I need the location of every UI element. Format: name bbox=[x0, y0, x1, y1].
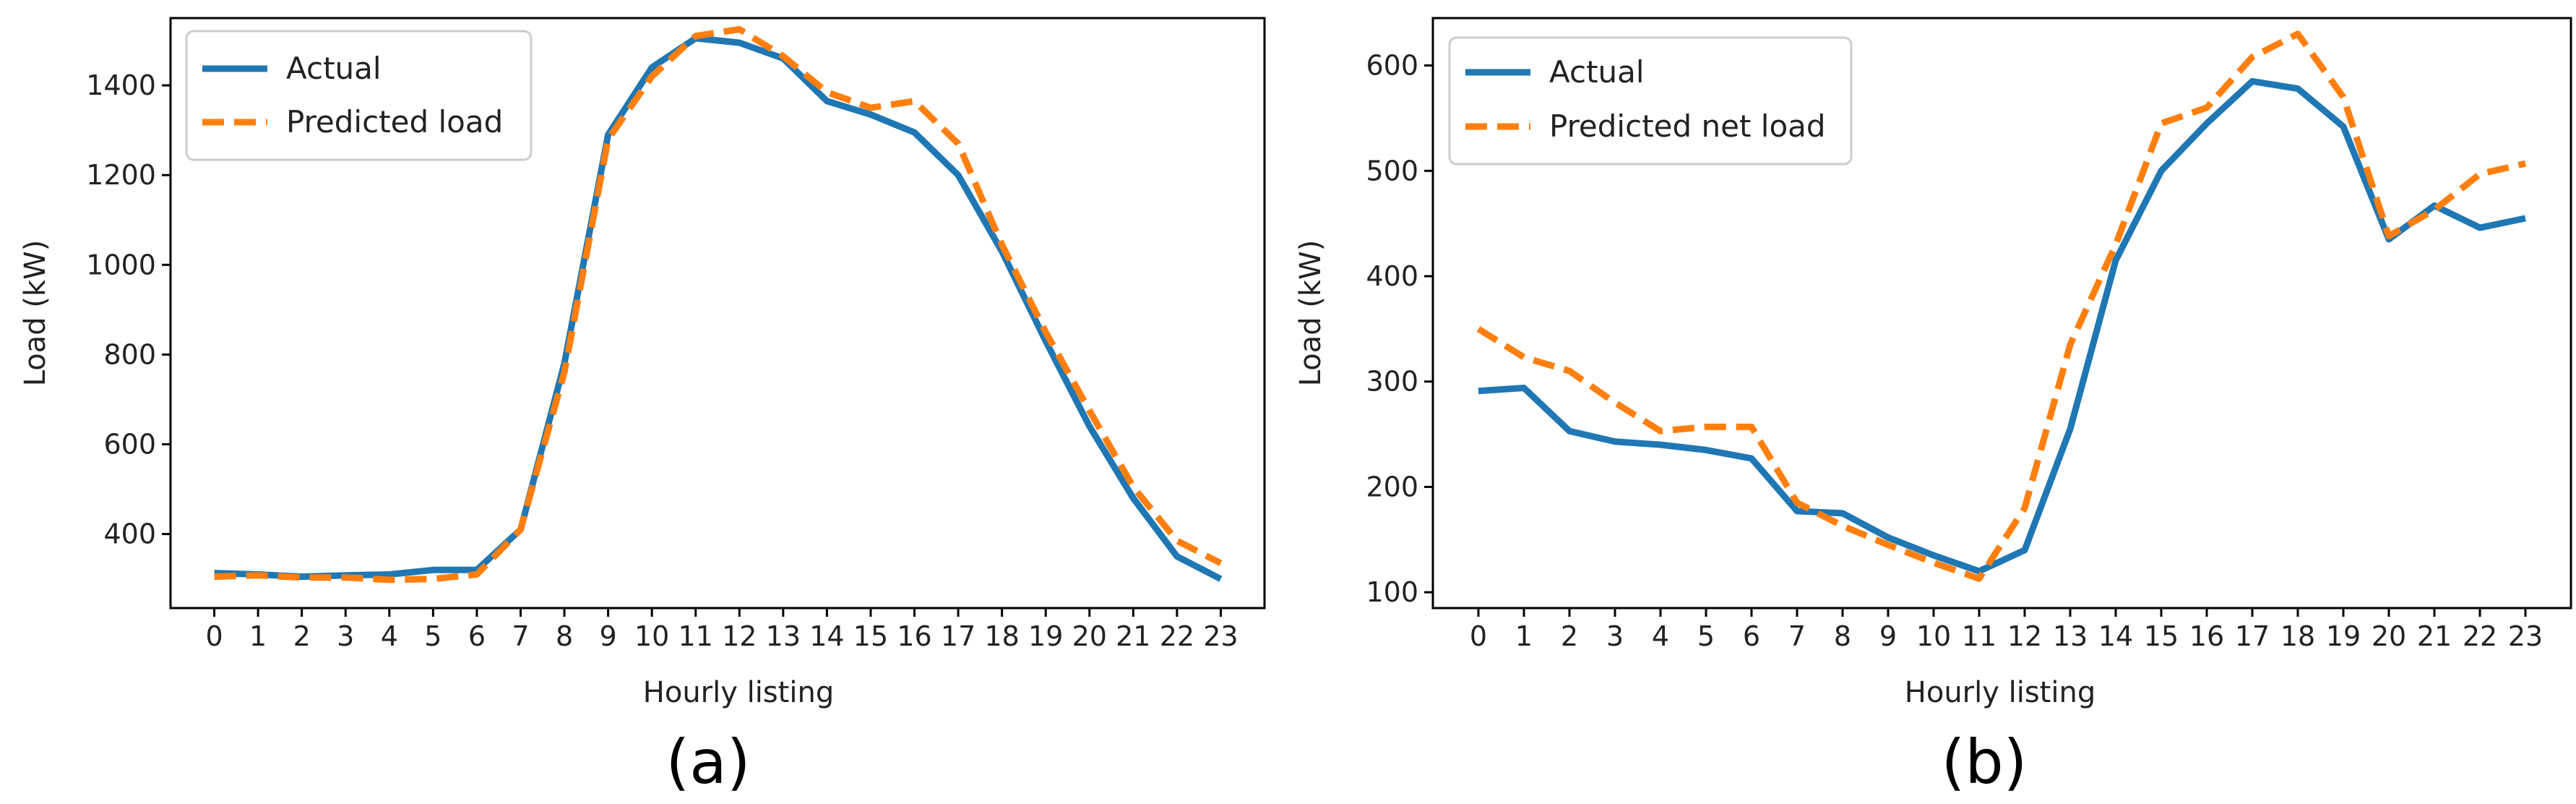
chart-a-xtick-label-5: 5 bbox=[424, 620, 441, 652]
chart-b-xtick-label-6: 6 bbox=[1743, 620, 1760, 652]
chart-a-ytick-label-1200: 1200 bbox=[86, 159, 156, 191]
chart-a-legend-frame bbox=[185, 30, 533, 161]
chart-a-xtick-label-3: 3 bbox=[337, 620, 354, 652]
chart-b-xtick-label-7: 7 bbox=[1788, 620, 1806, 652]
chart-b-ytick-label-500: 500 bbox=[1366, 155, 1418, 187]
chart-b-xtick-label-22: 22 bbox=[2463, 620, 2497, 652]
chart-b-legend: Actual Predicted net load bbox=[1448, 36, 1853, 166]
chart-b-xtick-label-20: 20 bbox=[2372, 620, 2406, 652]
chart-b-xtick-label-14: 14 bbox=[2098, 620, 2133, 652]
chart-a-legend-actual-label: Actual bbox=[286, 51, 382, 86]
chart-b-ytick-label-600: 600 bbox=[1366, 50, 1418, 82]
chart-b-xtick-label-23: 23 bbox=[2508, 620, 2543, 652]
chart-b-panel-label: (b) bbox=[1942, 727, 2028, 797]
chart-a-xtick-label-13: 13 bbox=[766, 620, 801, 652]
chart-a-xtick-label-1: 1 bbox=[249, 620, 267, 652]
chart-b-series bbox=[1476, 30, 2527, 582]
chart-b-xtick-label-11: 11 bbox=[1962, 620, 1996, 652]
chart-b-xlabel: Hourly listing bbox=[1905, 676, 2095, 709]
chart-b-xtick-label-3: 3 bbox=[1606, 620, 1624, 652]
chart-b-xtick-label-8: 8 bbox=[1834, 620, 1851, 652]
chart-b-xtick-label-15: 15 bbox=[2144, 620, 2179, 652]
chart-b-series-actual-line bbox=[1478, 77, 2526, 575]
chart-b-xtick-label-0: 0 bbox=[1470, 620, 1487, 652]
chart-a-xtick-label-11: 11 bbox=[679, 620, 713, 652]
chart-b-xtick-label-16: 16 bbox=[2189, 620, 2224, 652]
chart-a-xtick-label-7: 7 bbox=[512, 620, 529, 652]
chart-a-xtick-label-18: 18 bbox=[984, 620, 1019, 652]
chart-b-xtick-label-2: 2 bbox=[1561, 620, 1578, 652]
chart-a-xtick-label-15: 15 bbox=[853, 620, 888, 652]
chart-b-ytick-label-300: 300 bbox=[1366, 366, 1418, 398]
chart-a-xtick-label-4: 4 bbox=[381, 620, 398, 652]
chart-a-legend-predicted-label: Predicted load bbox=[286, 104, 503, 140]
chart-b-legend-actual-label: Actual bbox=[1549, 54, 1645, 90]
chart-b-xtick-label-9: 9 bbox=[1879, 620, 1897, 652]
chart-a-series-predicted-line bbox=[214, 26, 1223, 583]
chart-a-xtick-label-21: 21 bbox=[1116, 620, 1150, 652]
chart-b-y-ticks: 100 200 300 400 500 600 bbox=[1366, 50, 1433, 608]
chart-b-xtick-label-1: 1 bbox=[1515, 620, 1533, 652]
chart-a-xtick-label-9: 9 bbox=[600, 620, 617, 652]
chart-a-xtick-label-6: 6 bbox=[468, 620, 486, 652]
chart-a-xtick-label-19: 19 bbox=[1028, 620, 1063, 652]
chart-a-y-ticks: 400 600 800 1000 1200 1400 bbox=[86, 69, 171, 550]
chart-a-xtick-label-22: 22 bbox=[1160, 620, 1194, 652]
chart-b-legend-predicted-label: Predicted net load bbox=[1549, 108, 1826, 144]
chart-b-legend-frame bbox=[1448, 36, 1853, 166]
chart-a-xtick-label-16: 16 bbox=[897, 620, 931, 652]
chart-b-ytick-label-100: 100 bbox=[1366, 576, 1418, 608]
chart-a-xtick-label-0: 0 bbox=[205, 620, 223, 652]
chart-a-xtick-label-12: 12 bbox=[722, 620, 757, 652]
chart-a-xlabel: Hourly listing bbox=[643, 676, 834, 709]
chart-a-x-ticks: 0 1 2 3 4 5 6 7 8 9 10 11 12 13 14 15 16 17 18 19 20 21 22 23 bbox=[205, 608, 1239, 652]
chart-a-legend: Actual Predicted load bbox=[185, 30, 533, 161]
chart-a-xtick-label-14: 14 bbox=[809, 620, 844, 652]
chart-a-ytick-label-1400: 1400 bbox=[86, 69, 156, 101]
chart-a-series-actual-line bbox=[214, 35, 1223, 582]
chart-a-panel-label: (a) bbox=[665, 727, 750, 797]
chart-b-x-ticks: 0 1 2 3 4 5 6 7 8 9 10 11 12 13 14 15 16 17 18 19 20 21 22 23 bbox=[1470, 608, 2543, 652]
chart-b-ylabel: Load (kW) bbox=[1294, 240, 1327, 387]
chart-a-ylabel: Load (kW) bbox=[19, 240, 52, 387]
chart-b-xtick-label-19: 19 bbox=[2326, 620, 2361, 652]
chart-a-ytick-label-400: 400 bbox=[103, 518, 156, 550]
chart-a-xtick-label-20: 20 bbox=[1072, 620, 1107, 652]
chart-a-ytick-label-800: 800 bbox=[103, 338, 156, 370]
chart-b-xtick-label-18: 18 bbox=[2280, 620, 2315, 652]
chart-a-ytick-label-600: 600 bbox=[103, 429, 156, 461]
chart-b-series-predicted-line bbox=[1476, 30, 2527, 582]
chart-a-ytick-label-1000: 1000 bbox=[86, 249, 156, 281]
chart-a-xtick-label-17: 17 bbox=[941, 620, 975, 652]
chart-b-xtick-label-4: 4 bbox=[1652, 620, 1669, 652]
chart-b-xtick-label-13: 13 bbox=[2053, 620, 2088, 652]
chart-b-ytick-label-200: 200 bbox=[1366, 471, 1418, 502]
chart-a-xtick-label-2: 2 bbox=[293, 620, 311, 652]
chart-b-xtick-label-5: 5 bbox=[1697, 620, 1715, 652]
chart-a-series bbox=[214, 26, 1223, 583]
chart-b-ytick-label-400: 400 bbox=[1366, 260, 1418, 292]
chart-b-xtick-label-17: 17 bbox=[2235, 620, 2270, 652]
chart-b-xtick-label-21: 21 bbox=[2417, 620, 2452, 652]
chart-b-xtick-label-12: 12 bbox=[2007, 620, 2042, 652]
chart-a-xtick-label-10: 10 bbox=[634, 620, 669, 652]
chart-b-xtick-label-10: 10 bbox=[1916, 620, 1951, 652]
chart-a-xtick-label-8: 8 bbox=[556, 620, 573, 652]
chart-a-xtick-label-23: 23 bbox=[1203, 620, 1238, 652]
